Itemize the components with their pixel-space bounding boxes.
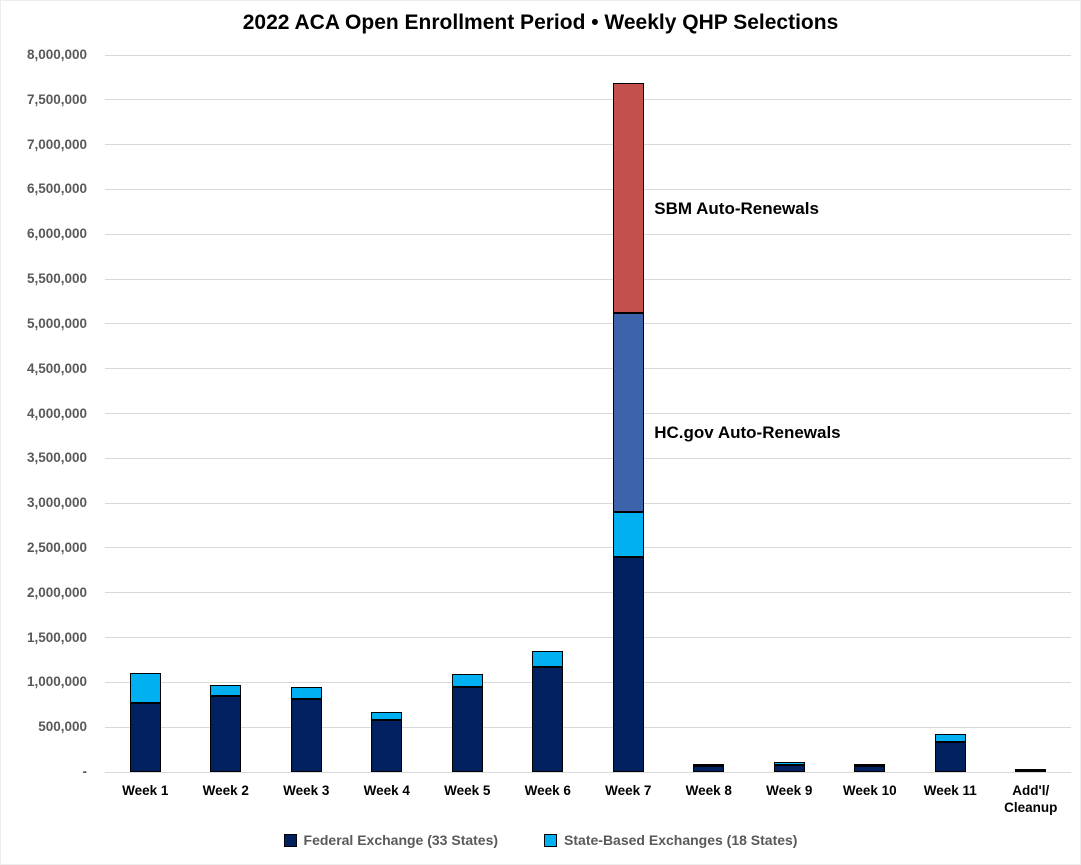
bar-segment — [452, 674, 483, 687]
x-axis-label: Week 2 — [202, 783, 249, 798]
x-axis-label: Week 9 — [766, 783, 813, 798]
bar-segment — [371, 711, 402, 721]
y-axis-tick-label: 500,000 — [38, 719, 87, 735]
gridline — [105, 368, 1071, 370]
x-axis-label: Week 7 — [605, 783, 652, 798]
bar-segment — [291, 686, 322, 699]
y-axis-tick-label: 7,000,000 — [26, 136, 87, 152]
bar-segment — [371, 720, 402, 772]
bar-segment — [130, 702, 161, 772]
bar-segment — [935, 741, 966, 772]
gridline — [105, 457, 1071, 459]
bar-segment — [854, 763, 885, 766]
y-axis-tick-label: 2,500,000 — [26, 539, 87, 555]
y-axis-tick-label: 7,500,000 — [26, 91, 87, 107]
gridline — [105, 323, 1071, 325]
x-axis-label: Week 10 — [842, 783, 897, 798]
legend-swatch — [283, 833, 297, 847]
y-axis-tick-label: 6,500,000 — [26, 181, 87, 197]
legend-label: Federal Exchange (33 States) — [303, 832, 499, 848]
bar-segment — [693, 764, 724, 767]
y-axis-tick-label: 3,000,000 — [26, 495, 87, 511]
y-axis-tick-label: - — [82, 764, 88, 779]
y-axis-tick-label: 6,000,000 — [26, 226, 87, 242]
bar-segment — [291, 698, 322, 772]
x-axis-label: Week 11 — [923, 783, 977, 798]
bar-segment — [452, 686, 483, 772]
legend: Federal Exchange (33 States) State-Based … — [1, 832, 1080, 848]
y-axis-tick-label: 8,000,000 — [26, 47, 87, 62]
gridline — [105, 502, 1071, 504]
x-axis-label: Week 3 — [283, 783, 330, 798]
legend-label: State-Based Exchanges (18 States) — [564, 832, 798, 848]
bar-segment — [210, 684, 241, 696]
gridline — [105, 413, 1071, 414]
bar-segment — [613, 83, 644, 313]
y-axis-tick-label: 1,000,000 — [26, 674, 87, 690]
x-axis-label: Week 4 — [363, 783, 410, 798]
y-axis-tick-label: 3,500,000 — [26, 450, 87, 466]
gridline — [105, 592, 1071, 594]
gridline — [105, 188, 1071, 190]
y-axis-tick-label: 5,000,000 — [26, 315, 87, 331]
gridline — [105, 771, 1071, 773]
annotation-sbm-auto-renewals: SBM Auto-Renewals — [654, 199, 819, 219]
gridline — [105, 681, 1071, 683]
bar-segment — [613, 312, 644, 513]
bar-segment — [613, 556, 644, 772]
legend-item-federal-exchange-33-states-: Federal Exchange (33 States) — [283, 832, 499, 848]
gridline — [105, 637, 1071, 639]
x-axis-label: Week 1 — [122, 783, 169, 798]
legend-item-state-based-exchanges-18-states-: State-Based Exchanges (18 States) — [544, 832, 797, 848]
y-axis-tick-label: 2,000,000 — [26, 584, 87, 600]
bar-segment — [774, 761, 805, 765]
y-axis-tick-label: 4,500,000 — [26, 360, 87, 376]
bar-segment — [935, 734, 966, 742]
annotation-hc-gov-auto-renewals: HC.gov Auto-Renewals — [654, 423, 841, 443]
bar-segment — [854, 765, 885, 772]
gridline — [105, 278, 1071, 280]
x-axis-label: Add'l/ Cleanup — [1004, 783, 1058, 815]
bar-segment — [774, 764, 805, 772]
gridline — [105, 99, 1071, 101]
bar-segment — [130, 673, 161, 703]
gridline — [105, 233, 1071, 235]
gridline — [105, 144, 1071, 146]
plot-area — [105, 54, 1071, 773]
gridline — [105, 726, 1071, 728]
bar-segment — [532, 651, 563, 668]
gridline — [105, 54, 1071, 56]
y-axis-tick-label: 5,500,000 — [26, 271, 87, 287]
bar-segment — [1015, 769, 1046, 772]
bar-segment — [532, 667, 563, 772]
chart-title: 2022 ACA Open Enrollment Period • Weekly… — [242, 11, 839, 34]
y-axis-tick-label: 4,000,000 — [26, 405, 87, 421]
gridline — [105, 547, 1071, 549]
bar-segment — [693, 766, 724, 772]
x-axis-label: Week 6 — [524, 783, 571, 798]
y-axis-tick-label: 1,500,000 — [26, 629, 87, 645]
bar-segment — [210, 695, 241, 772]
legend-swatch — [544, 833, 558, 847]
x-axis-label: Week 8 — [685, 783, 732, 798]
x-axis-label: Week 5 — [444, 783, 491, 798]
bar-segment — [613, 512, 644, 557]
